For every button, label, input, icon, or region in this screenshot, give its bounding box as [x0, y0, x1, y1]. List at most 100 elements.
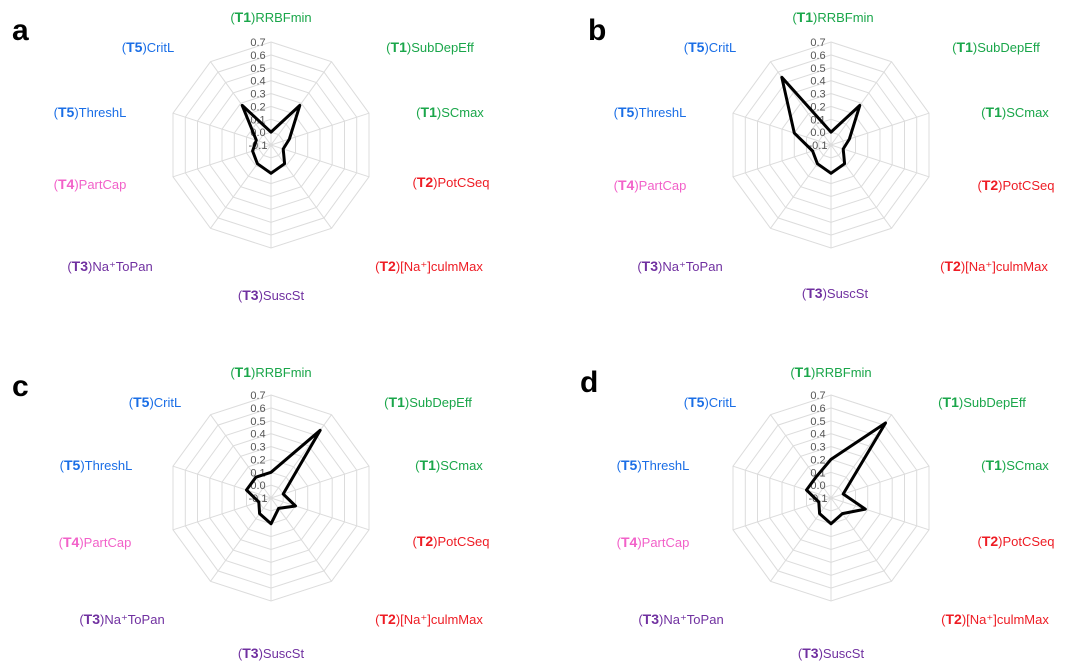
axis-spoke: [770, 144, 832, 229]
axis-label-naculmmax: (T2)[Na⁺]culmMax: [941, 611, 1049, 627]
tick-label: 0.3: [250, 89, 265, 101]
tick-label: 0.0: [810, 480, 825, 492]
axis-label-rrbfmin: (T1)RRBFmin: [230, 9, 311, 25]
axis-label-threshl: (T5)ThreshL: [60, 457, 133, 473]
axis-spoke: [270, 144, 332, 229]
radar-panel-b: 0.70.60.50.40.30.20.10.0-0.1(T1)RRBFmin(…: [588, 9, 1055, 301]
axis-spoke: [270, 497, 332, 582]
axis-label-potcseq: (T2)PotCSeq: [977, 533, 1054, 549]
tick-label: 0.4: [250, 76, 265, 88]
radar-panel-a: 0.70.60.50.40.30.20.10.0-0.1(T1)RRBFmin(…: [12, 9, 490, 303]
tick-label: 0.7: [810, 37, 825, 49]
axis-spoke: [270, 144, 370, 178]
axis-label-suscst: (T3)SuscSt: [802, 285, 869, 301]
axis-label-partcap: (T4)PartCap: [617, 534, 690, 550]
tick-label: 0.7: [810, 390, 825, 402]
axis-spoke: [830, 61, 892, 146]
axis-label-critl: (T5)CritL: [684, 39, 736, 55]
axis-spoke: [210, 61, 272, 146]
axis-spoke: [732, 465, 832, 499]
tick-label: 0.2: [810, 454, 825, 466]
axis-spoke: [770, 414, 832, 499]
tick-label: 0.6: [810, 50, 825, 62]
axis-label-partcap: (T4)PartCap: [614, 177, 687, 193]
axis-label-naculmmax: (T2)[Na⁺]culmMax: [940, 258, 1048, 274]
axis-label-natopan: (T3)Na⁺ToPan: [638, 611, 723, 627]
tick-label: 0.2: [250, 454, 265, 466]
panel-letter: b: [588, 14, 606, 47]
panel-letter: d: [580, 366, 598, 399]
tick-label: 0.6: [810, 403, 825, 415]
axis-label-threshl: (T5)ThreshL: [617, 457, 690, 473]
axis-label-natopan: (T3)Na⁺ToPan: [67, 258, 152, 274]
axis-label-threshl: (T5)ThreshL: [54, 104, 127, 120]
radar-panel-c: 0.70.60.50.40.30.20.10.0-0.1(T1)RRBFmin(…: [12, 364, 490, 661]
axis-label-critl: (T5)CritL: [684, 394, 736, 410]
axis-spoke: [270, 414, 332, 499]
axis-label-potcseq: (T2)PotCSeq: [412, 174, 489, 190]
axis-spoke: [210, 414, 272, 499]
axis-label-suscst: (T3)SuscSt: [238, 287, 305, 303]
axis-label-naculmmax: (T2)[Na⁺]culmMax: [375, 611, 483, 627]
tick-label: 0.3: [250, 442, 265, 454]
axis-label-naculmmax: (T2)[Na⁺]culmMax: [375, 258, 483, 274]
axis-label-potcseq: (T2)PotCSeq: [977, 177, 1054, 193]
axis-label-natopan: (T3)Na⁺ToPan: [79, 611, 164, 627]
axis-label-critl: (T5)CritL: [122, 39, 174, 55]
series-line: [245, 428, 322, 526]
tick-label: 0.5: [810, 63, 825, 75]
axis-spoke: [732, 144, 832, 178]
series-line: [780, 75, 862, 175]
axis-label-subdepeff: (T1)SubDepEff: [386, 39, 474, 55]
axis-label-critl: (T5)CritL: [129, 394, 181, 410]
tick-label: 0.2: [250, 101, 265, 113]
tick-label: -0.1: [809, 140, 828, 152]
axis-spoke: [732, 497, 832, 531]
tick-label: 0.2: [810, 101, 825, 113]
axis-label-suscst: (T3)SuscSt: [238, 645, 305, 661]
axis-label-potcseq: (T2)PotCSeq: [412, 533, 489, 549]
series-line: [805, 421, 887, 526]
axis-spoke: [830, 497, 930, 531]
tick-label: 0.5: [810, 416, 825, 428]
tick-label: 0.4: [810, 429, 825, 441]
radar-panel-d: 0.70.60.50.40.30.20.10.0-0.1(T1)RRBFmin(…: [580, 364, 1055, 661]
axis-label-subdepeff: (T1)SubDepEff: [384, 394, 472, 410]
axis-label-threshl: (T5)ThreshL: [614, 104, 687, 120]
axis-spoke: [270, 497, 370, 531]
axis-spoke: [770, 61, 832, 146]
axis-spoke: [270, 465, 370, 499]
tick-label: 0.0: [250, 480, 265, 492]
tick-label: 0.7: [250, 37, 265, 49]
panel-letter: a: [12, 14, 29, 47]
axis-spoke: [732, 112, 832, 146]
tick-label: 0.6: [250, 50, 265, 62]
axis-label-rrbfmin: (T1)RRBFmin: [790, 364, 871, 380]
tick-label: 0.7: [250, 390, 265, 402]
tick-label: 0.4: [250, 429, 265, 441]
axis-label-scmax: (T1)SCmax: [416, 104, 484, 120]
axis-label-rrbfmin: (T1)RRBFmin: [792, 9, 873, 25]
axis-spoke: [210, 497, 272, 582]
axis-label-partcap: (T4)PartCap: [59, 534, 132, 550]
axis-label-scmax: (T1)SCmax: [981, 104, 1049, 120]
axis-label-scmax: (T1)SCmax: [981, 457, 1049, 473]
axis-spoke: [830, 144, 892, 229]
tick-label: 0.3: [810, 89, 825, 101]
axis-spoke: [830, 144, 930, 178]
series-line: [240, 103, 302, 175]
axis-spoke: [172, 144, 272, 178]
tick-label: 0.4: [810, 76, 825, 88]
axis-spoke: [210, 144, 272, 229]
axis-label-suscst: (T3)SuscSt: [798, 645, 865, 661]
axis-spoke: [830, 497, 892, 582]
tick-label: 0.5: [250, 63, 265, 75]
axis-label-scmax: (T1)SCmax: [415, 457, 483, 473]
tick-label: 0.0: [810, 127, 825, 139]
axis-label-natopan: (T3)Na⁺ToPan: [637, 258, 722, 274]
axis-label-rrbfmin: (T1)RRBFmin: [230, 364, 311, 380]
tick-label: 0.5: [250, 416, 265, 428]
tick-label: 0.6: [250, 403, 265, 415]
axis-spoke: [172, 465, 272, 499]
